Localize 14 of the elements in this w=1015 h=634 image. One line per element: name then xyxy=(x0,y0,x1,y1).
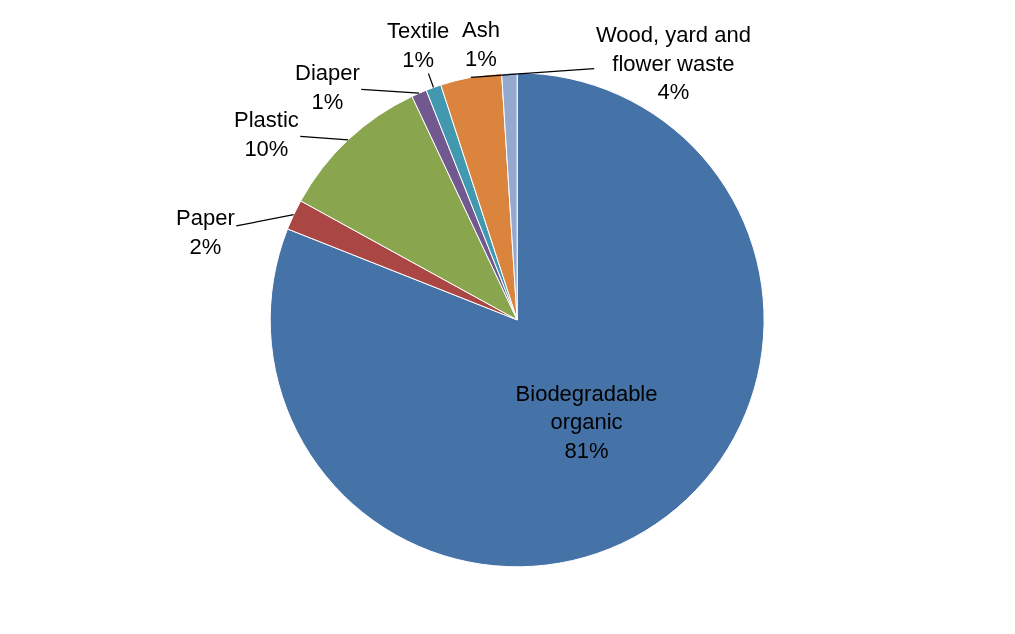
slice-label: Diaper xyxy=(295,60,360,85)
slice-label: Ash xyxy=(462,17,500,42)
slice-label: Wood, yard and flower waste xyxy=(596,22,751,76)
data-label: 81% xyxy=(564,438,609,464)
data-label: 2% xyxy=(189,233,222,259)
data-label: 4% xyxy=(657,79,690,105)
data-label: 1% xyxy=(402,46,435,72)
data-label: 10% xyxy=(244,135,289,161)
slice-label: Biodegradable organic xyxy=(515,380,658,435)
data-label: 1% xyxy=(465,45,497,71)
slice-label: Plastic xyxy=(234,107,299,132)
slice-label: Textile xyxy=(387,18,450,43)
slice-label: Paper xyxy=(176,205,235,230)
data-label: 1% xyxy=(311,88,344,114)
